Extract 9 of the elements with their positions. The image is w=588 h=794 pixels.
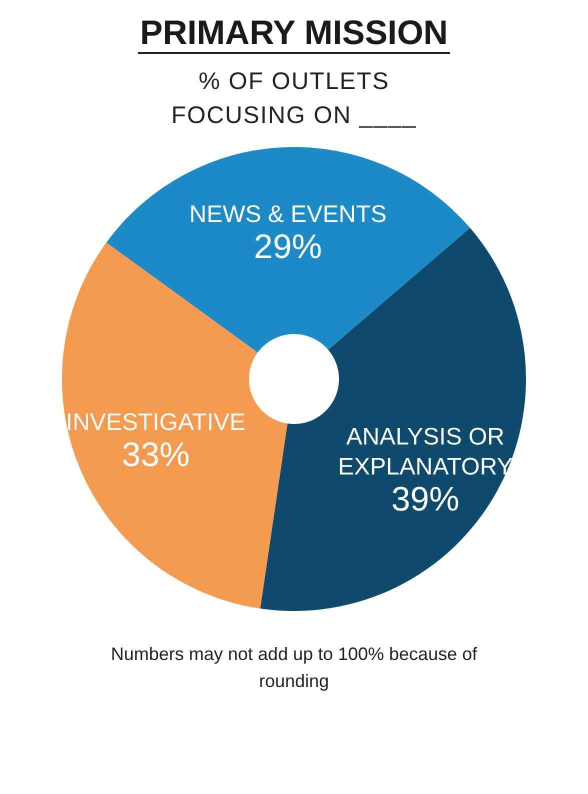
chart-title: PRIMARY MISSION xyxy=(138,14,450,54)
donut-slice xyxy=(106,147,470,353)
chart-subtitle: % OF OUTLETS FOCUSING ON ____ xyxy=(170,67,418,131)
data-label: 39% xyxy=(391,480,460,518)
text: Numbers may not add up to 100% because of rounding xyxy=(110,643,478,693)
slice-label: INVESTIGATIVE xyxy=(66,409,246,436)
data-label: 33% xyxy=(122,436,190,474)
data-label: 29% xyxy=(254,228,322,266)
slice-label: NEWS & EVENTS xyxy=(189,201,387,228)
